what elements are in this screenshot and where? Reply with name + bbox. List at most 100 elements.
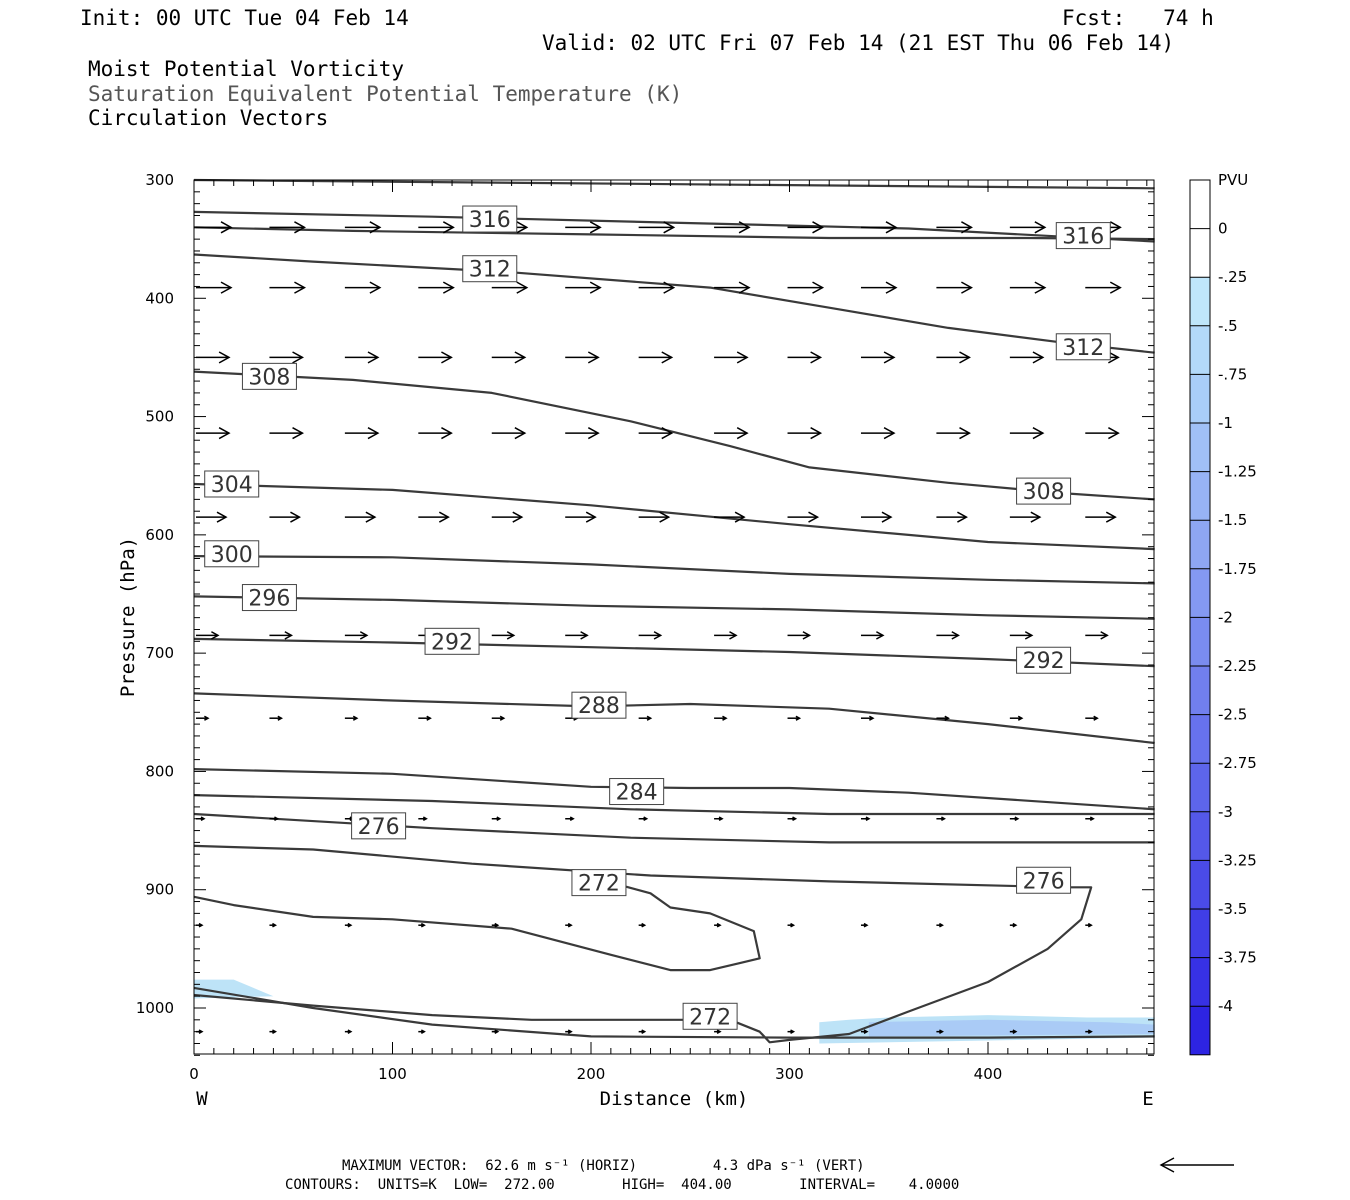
vector-head (951, 631, 960, 640)
theta-es-contours (193, 178, 1155, 1044)
vector-head (585, 511, 597, 523)
vector-arrow-2-0 (196, 351, 231, 364)
contour-label-7: 300 (204, 540, 260, 568)
vector-arrow-4-12 (1085, 511, 1117, 523)
vector-head (1105, 511, 1117, 523)
vector-arrow-7-11 (1009, 816, 1020, 822)
contour-label-text: 312 (469, 258, 511, 283)
vector-arrow-5-8 (787, 631, 812, 640)
vector-arrow-7-5 (565, 816, 575, 822)
vector-arrow-7-3 (418, 816, 428, 822)
vector-arrow-4-11 (1009, 511, 1042, 523)
y-tick-label: 1000 (136, 999, 174, 1017)
contour-label-box (571, 869, 627, 897)
colorbar-swatch (1190, 957, 1210, 1007)
vector-head (1109, 221, 1122, 234)
vector-arrow-7-8 (787, 816, 798, 822)
vector-arrow-4-0 (196, 511, 228, 523)
vector-head (277, 715, 284, 721)
vector-head (641, 1029, 647, 1034)
vector-head (944, 715, 950, 721)
colorbar-label: -3.75 (1218, 949, 1257, 967)
colorbar-swatch (1190, 325, 1210, 375)
contour-label-box (204, 540, 260, 568)
vector-arrow-7-10 (936, 816, 946, 822)
vector-head (512, 511, 524, 523)
contour-label-0: 316 (462, 205, 518, 233)
vector-arrow-7-12 (1085, 816, 1095, 822)
vector-head (869, 715, 875, 721)
vector-head (438, 511, 450, 523)
vector-arrow-6-2 (344, 715, 359, 721)
vector-head (1109, 281, 1122, 294)
vector-head (881, 511, 893, 523)
vector-head (1093, 715, 1099, 721)
vector-head (494, 922, 500, 928)
x-tick-label: 100 (378, 1065, 407, 1083)
colorbar-label: -.25 (1218, 268, 1247, 286)
vector-head (1100, 631, 1109, 640)
vector-head (292, 427, 305, 440)
colorbar-swatch (1190, 811, 1210, 861)
vector-arrow-3-10 (936, 427, 971, 440)
vector-head (347, 1029, 353, 1034)
y-tick-label: 300 (145, 171, 174, 189)
vector-head (587, 427, 600, 440)
vector-arrow-8-8 (787, 922, 796, 928)
vector-head (790, 922, 796, 928)
colorbar-swatch (1190, 374, 1210, 423)
vector-arrow-2-10 (936, 351, 971, 364)
contour-label-text: 276 (358, 815, 400, 840)
y-tick-label: 800 (145, 762, 174, 780)
contour-label-16: 272 (682, 1002, 738, 1030)
colorbar-label: -2.5 (1218, 706, 1247, 724)
vector-arrow-2-4 (491, 351, 527, 364)
west-label: W (196, 1088, 208, 1110)
vector-head (792, 816, 798, 822)
vector-arrow-7-1 (269, 816, 280, 822)
contour-label-text: 292 (1023, 649, 1065, 674)
contour-label-box (1016, 646, 1072, 674)
colorbar-swatch (1190, 1006, 1210, 1055)
vector-arrow-3-2 (344, 427, 380, 440)
vector-head (294, 281, 307, 294)
vector-head (961, 281, 973, 294)
contour-line-2 (193, 226, 1155, 241)
vector-head (514, 427, 527, 440)
vector-arrow-5-9 (860, 631, 885, 640)
vector-arrow-3-6 (638, 427, 674, 440)
vector-head (863, 922, 869, 928)
vector-arrow-3-4 (491, 427, 527, 440)
contour-line-8 (193, 637, 1155, 668)
vector-head (1024, 631, 1034, 640)
vector-head (795, 715, 802, 721)
vector-arrow-7-4 (491, 816, 502, 822)
vector-head (422, 816, 428, 822)
vector-arrow-5-11 (1009, 631, 1034, 640)
colorbar-swatch (1190, 180, 1210, 229)
vector-arrow-7-7 (714, 816, 724, 822)
vector-head (1087, 1029, 1093, 1034)
vector-arrow-8-9 (860, 922, 869, 928)
colorbar-swatch (1190, 277, 1210, 326)
vector-head (812, 281, 825, 294)
x-tick-label: 200 (577, 1065, 606, 1083)
contour-line-10 (193, 768, 1155, 811)
vector-head (204, 715, 210, 721)
vector-arrow-1-7 (714, 281, 751, 294)
contour-label-2: 312 (462, 255, 518, 283)
contour-label-text: 308 (248, 365, 290, 390)
vector-arrow-9-12 (1085, 1029, 1093, 1034)
contour-label-box (462, 205, 518, 233)
vector-arrow-0-6 (638, 221, 676, 234)
vector-arrow-5-5 (565, 631, 589, 640)
vector-arrow-4-4 (491, 511, 524, 523)
vector-arrow-0-2 (344, 221, 382, 234)
contour-label-11: 288 (571, 691, 627, 719)
colorbar-label: 0 (1218, 220, 1228, 238)
vector-head (420, 922, 426, 928)
vector-head (939, 1029, 944, 1034)
vector-head (738, 281, 751, 294)
colorbar-label: -1.5 (1218, 511, 1247, 529)
colorbar-label: -2 (1218, 608, 1233, 626)
